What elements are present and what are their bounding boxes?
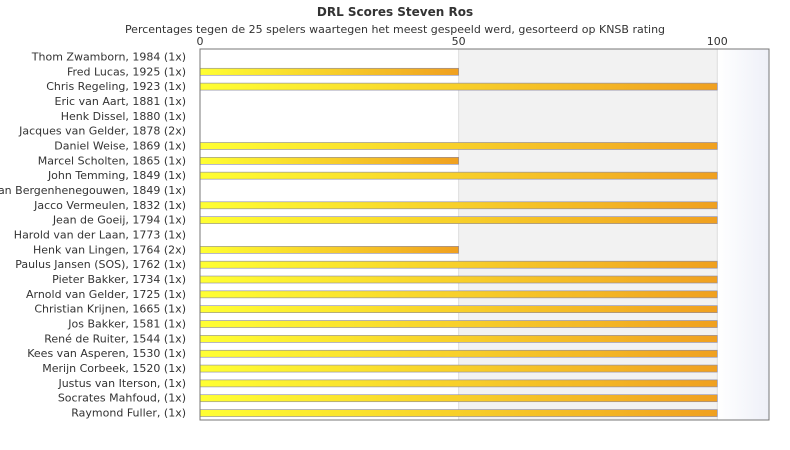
x-tick-label: 100 xyxy=(707,35,728,48)
category-label: John Temming, 1849 (1x) xyxy=(47,169,186,182)
grid-band xyxy=(717,49,769,420)
category-label: Marcel Scholten, 1865 (1x) xyxy=(38,154,186,167)
category-label: Daniel Weise, 1869 (1x) xyxy=(54,139,186,152)
category-label: Merijn Corbeek, 1520 (1x) xyxy=(42,362,186,375)
bar xyxy=(199,379,718,388)
x-tick-label: 50 xyxy=(452,35,466,48)
category-label: Socrates Mahfoud, (1x) xyxy=(58,392,186,405)
bar xyxy=(199,67,459,76)
category-label: Jos Bakker, 1581 (1x) xyxy=(67,318,186,331)
bar xyxy=(199,290,718,299)
category-label: Eric van Aart, 1881 (1x) xyxy=(55,95,186,108)
bar xyxy=(199,142,718,150)
bar xyxy=(199,349,718,358)
category-label: Chris Regeling, 1923 (1x) xyxy=(46,80,186,93)
plot-area: 0 50 100 Thom Zwamborn, 1984 (1x) Fred Lucas… xyxy=(0,35,770,421)
category-label: Raymond Fuller, (1x) xyxy=(71,407,186,420)
bar xyxy=(199,275,718,284)
category-label: Paulus Jansen (SOS), 1762 (1x) xyxy=(15,258,186,271)
category-label: Henk Dissel, 1880 (1x) xyxy=(61,110,186,123)
category-label: Justus van Iterson, (1x) xyxy=(57,377,186,390)
category-label: Jean de Goeij, 1794 (1x) xyxy=(52,214,186,227)
bar xyxy=(199,82,718,91)
category-label: Harold van der Laan, 1773 (1x) xyxy=(14,229,186,242)
category-label: Paul van Bergenhenegouwen, 1849 (1x) xyxy=(0,184,186,197)
bar xyxy=(199,171,718,180)
bar xyxy=(199,320,718,328)
bar xyxy=(199,394,718,403)
plot-border xyxy=(199,48,770,421)
bar xyxy=(199,409,718,417)
bar xyxy=(199,260,718,269)
category-label: Thom Zwamborn, 1984 (1x) xyxy=(31,50,186,63)
grid-band xyxy=(458,49,718,420)
category-label: Kees van Asperen, 1530 (1x) xyxy=(27,347,186,360)
category-label: Fred Lucas, 1925 (1x) xyxy=(67,65,186,78)
bar xyxy=(199,246,459,254)
bar xyxy=(199,157,459,165)
category-label: Jacques van Gelder, 1878 (2x) xyxy=(18,125,186,138)
category-label: Henk van Lingen, 1764 (2x) xyxy=(33,243,186,256)
category-label: René de Ruiter, 1544 (1x) xyxy=(44,332,186,345)
bar xyxy=(199,201,718,210)
category-label: Arnold van Gelder, 1725 (1x) xyxy=(26,288,186,301)
category-label: Jacco Vermeulen, 1832 (1x) xyxy=(33,199,186,212)
bar xyxy=(199,364,718,373)
bar xyxy=(199,305,718,314)
chart-subtitle: Percentages tegen de 25 spelers waartege… xyxy=(125,23,665,36)
x-tick-label: 0 xyxy=(197,35,204,48)
bar xyxy=(199,216,718,224)
bar xyxy=(199,335,718,343)
category-label: Pieter Bakker, 1734 (1x) xyxy=(52,273,186,286)
category-label: Christian Krijnen, 1665 (1x) xyxy=(34,303,186,316)
chart-title: DRL Scores Steven Ros xyxy=(317,5,473,19)
